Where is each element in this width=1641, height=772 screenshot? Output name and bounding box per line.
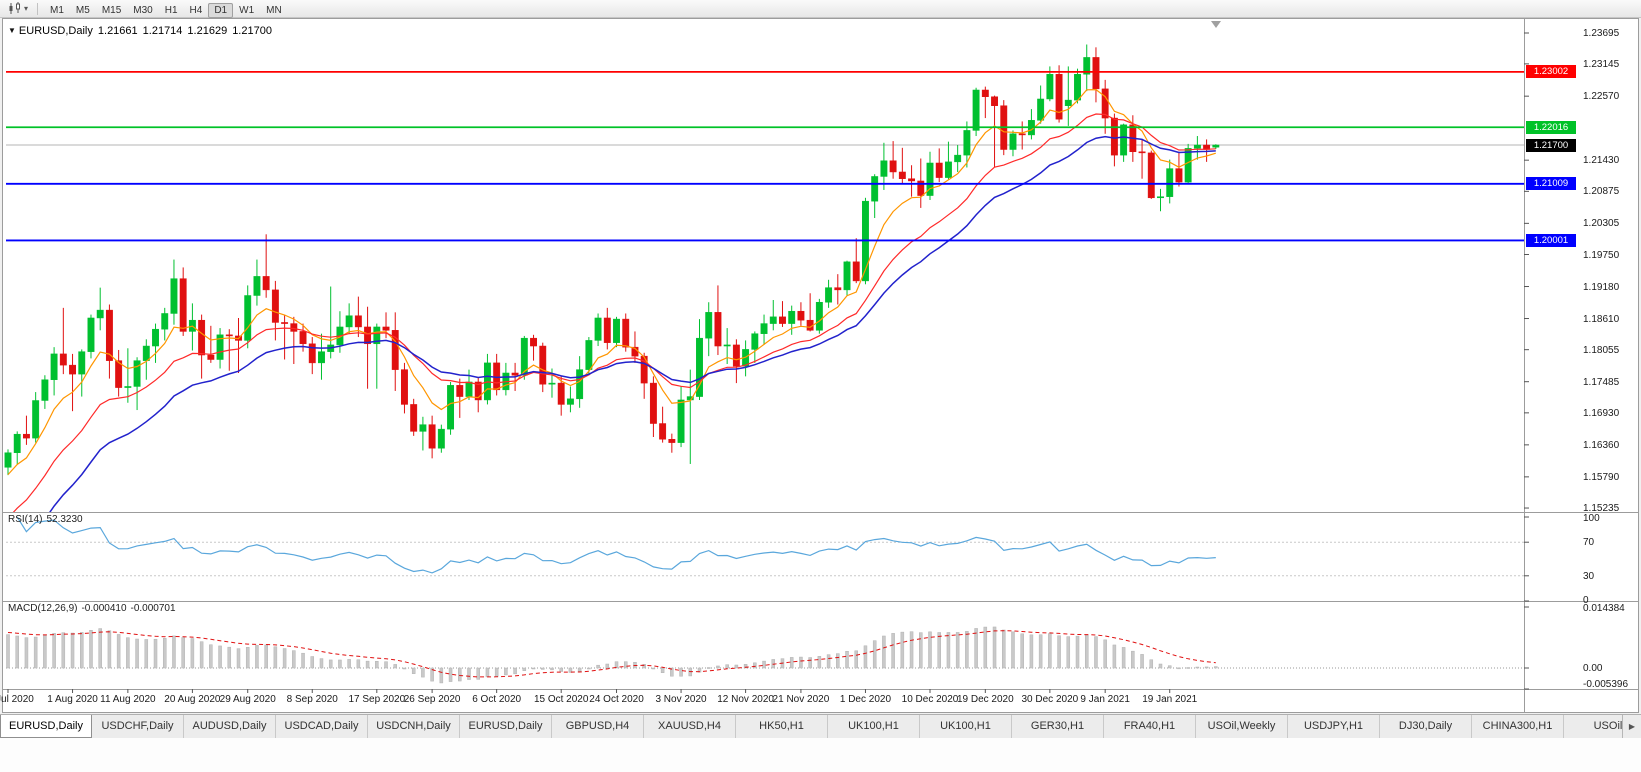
timeframe-button-m5[interactable]: M5	[75, 4, 90, 16]
chart-tab-usdcad-daily[interactable]: USDCAD,Daily	[276, 715, 368, 738]
bottom-spacer	[0, 738, 1641, 772]
chart-shift-marker-icon[interactable]	[1211, 21, 1221, 28]
ma-line-slow-blue[interactable]	[8, 135, 1216, 563]
chevron-down-icon: ▾	[24, 3, 29, 13]
timeframe-button-mn[interactable]: MN	[266, 4, 282, 16]
chart-tab-audusd-daily[interactable]: AUDUSD,Daily	[184, 715, 276, 738]
chart-tab-usdjpy-h1[interactable]: USDJPY,H1	[1288, 715, 1380, 738]
rsi-line	[16, 516, 1216, 574]
timeframe-button-w1[interactable]: W1	[239, 4, 255, 16]
chart-tab-usdchf-daily[interactable]: USDCHF,Daily	[92, 715, 184, 738]
chart-window-frame	[2, 18, 1639, 713]
chart-tab-eurusd-daily[interactable]: EURUSD,Daily	[460, 715, 552, 738]
candlestick-chart-icon	[9, 2, 20, 14]
timeframe-button-m30[interactable]: M30	[133, 4, 153, 16]
chart-tab-uk100-h1[interactable]: UK100,H1	[828, 715, 920, 738]
candlesticks	[4, 44, 1220, 476]
chart-type-button[interactable]: ▾	[5, 2, 31, 15]
chart-tab-dj30-daily[interactable]: DJ30,Daily	[1380, 715, 1472, 738]
chevron-right-icon: ▶	[1628, 722, 1636, 731]
chart-tab-uk100-h1[interactable]: UK100,H1	[920, 715, 1012, 738]
timeframe-button-m1[interactable]: M1	[50, 4, 64, 16]
moving-averages	[7, 88, 1216, 563]
chart-tabs: EURUSD,Daily USDCHF,Daily AUDUSD,Daily USDC…	[0, 715, 1641, 738]
chart-tab-ger30-h1[interactable]: GER30,H1	[1012, 715, 1104, 738]
tabs-scroll-right-button[interactable]: ▶	[1622, 715, 1641, 738]
timeframe-toolbar: ▾ M1 M5 M15 M30 H1 H4 D1 W1 MN	[0, 0, 1641, 18]
chart-tab-usdcnh-daily[interactable]: USDCNH,Daily	[368, 715, 460, 738]
ma-line-medium-red[interactable]	[8, 113, 1216, 518]
macd-signal-line	[7, 630, 1216, 678]
chart-tab-xauusd-h4[interactable]: XAUUSD,H4	[644, 715, 736, 738]
ma-line-fast-orange[interactable]	[7, 88, 1216, 476]
chart-tab-hk50-h1[interactable]: HK50,H1	[736, 715, 828, 738]
chart-tab-gbpusd-h4[interactable]: GBPUSD,H4	[552, 715, 644, 738]
chart-tab-usoil-weekly[interactable]: USOil,Weekly	[1196, 715, 1288, 738]
timeframe-buttons: M1 M5 M15 M30 H1 H4 D1 W1 MN	[44, 0, 288, 18]
chart-tab-usoil[interactable]: USOil,	[1564, 715, 1641, 738]
toolbar-separator	[37, 2, 39, 15]
chart-tabs-bar: EURUSD,Daily USDCHF,Daily AUDUSD,Daily USDC…	[0, 714, 1641, 738]
timeframe-button-d1[interactable]: D1	[208, 2, 234, 18]
chart-tab-china300-h1[interactable]: CHINA300,H1	[1472, 715, 1564, 738]
timeframe-button-h4[interactable]: H4	[189, 4, 203, 16]
macd-histogram	[6, 626, 1218, 684]
timeframe-button-h1[interactable]: H1	[164, 4, 178, 16]
chart-tab-eurusd-daily[interactable]: EURUSD,Daily	[0, 715, 92, 738]
timeframe-button-m15[interactable]: M15	[101, 4, 122, 16]
chart-tab-fra40-h1[interactable]: FRA40,H1	[1104, 715, 1196, 738]
